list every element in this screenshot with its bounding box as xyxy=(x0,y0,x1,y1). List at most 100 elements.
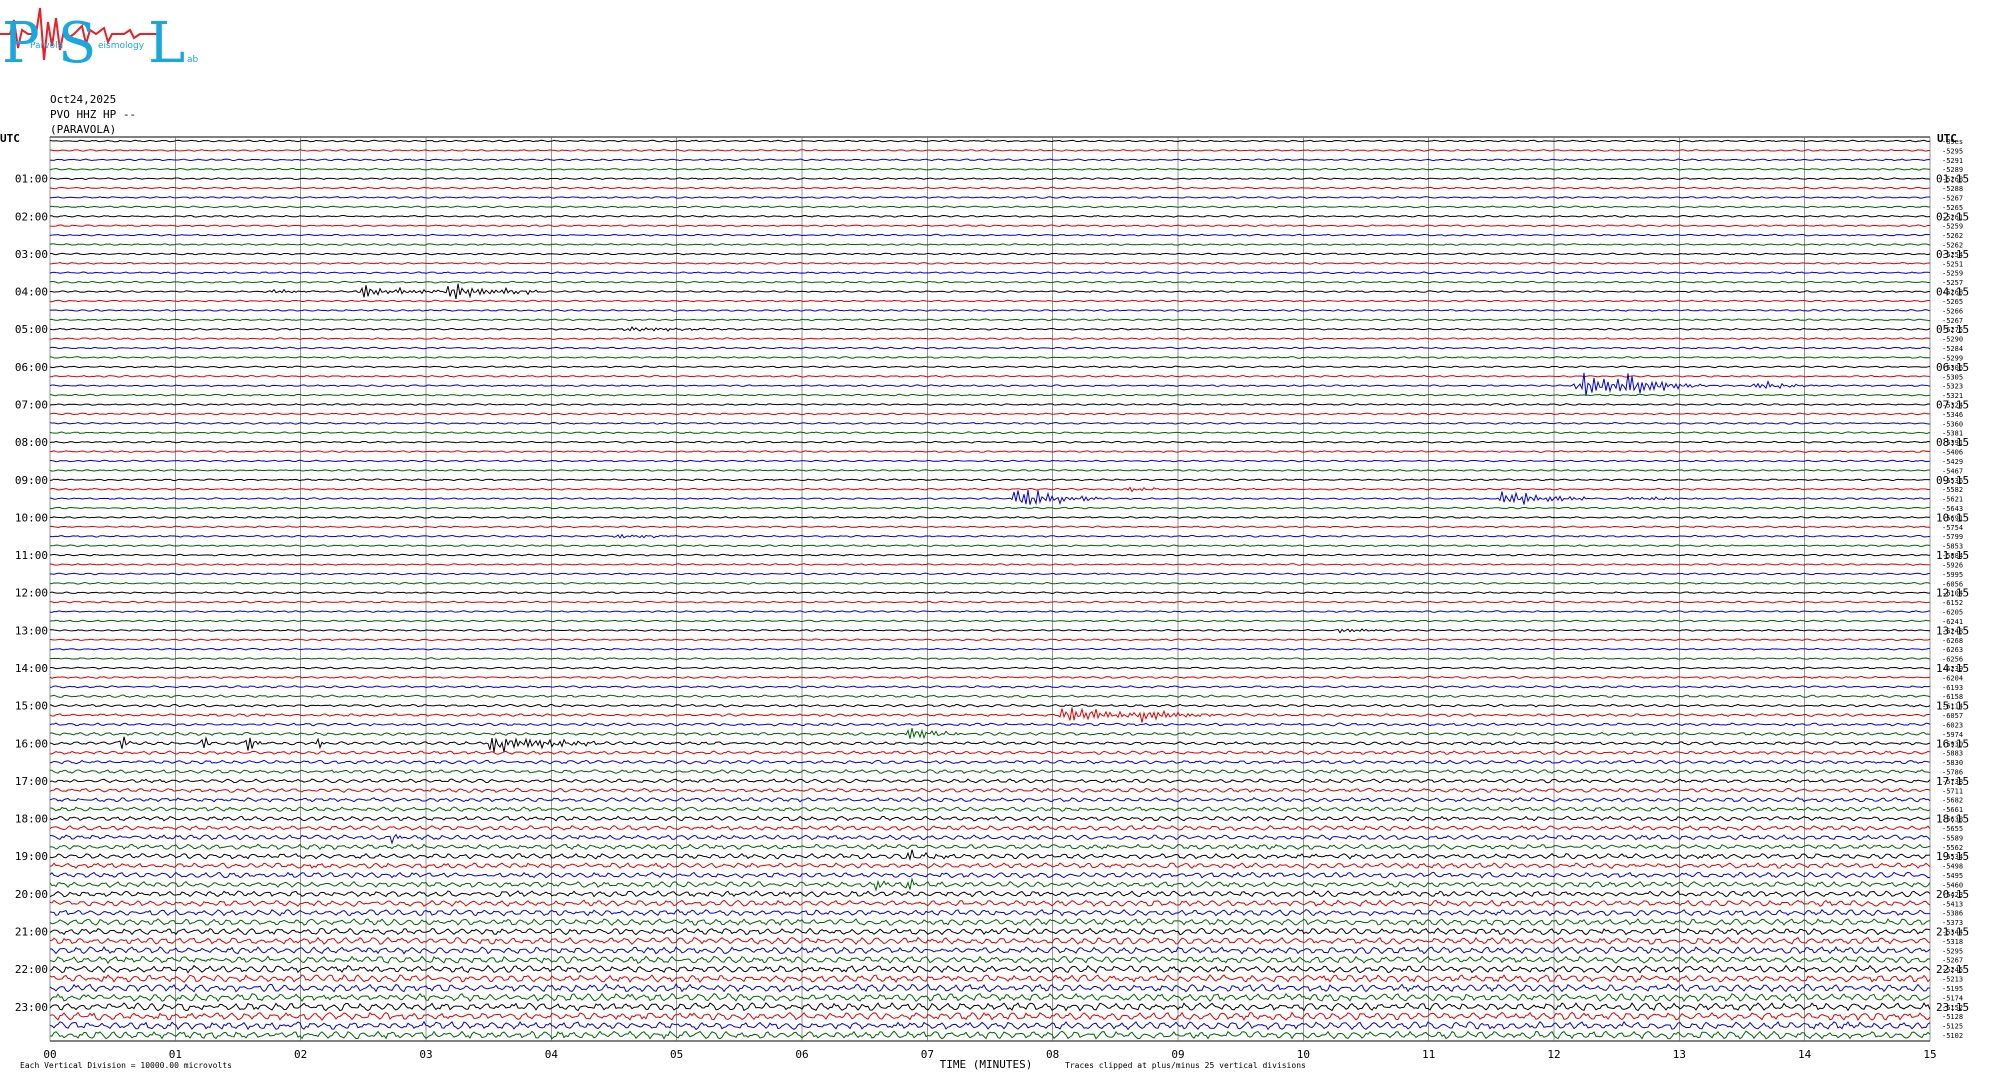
hour-label-right: 05:15 xyxy=(1936,323,1969,336)
header-date: Oct24,2025 xyxy=(50,93,117,106)
seismic-trace xyxy=(49,727,1931,740)
seismic-trace xyxy=(49,1020,1931,1031)
trace-offset-label: -5321 xyxy=(1942,392,1963,400)
trace-offset-label: -5711 xyxy=(1942,787,1963,795)
seismic-trace xyxy=(49,440,1931,444)
trace-offset-label: -5268 xyxy=(1942,176,1963,184)
trace-offset-label: -89es xyxy=(1942,138,1963,146)
x-tick-label: 01 xyxy=(169,1048,182,1061)
seismic-trace xyxy=(49,908,1931,917)
trace-offset-label: -5655 xyxy=(1942,825,1963,833)
seismic-trace xyxy=(49,759,1931,765)
scale-annotation: Each Vertical Division = 10000.00 microv… xyxy=(20,1061,232,1070)
trace-offset-label: -5288 xyxy=(1942,185,1963,193)
trace-offset-label: -5661 xyxy=(1942,806,1963,814)
trace-offset-label: -6268 xyxy=(1942,637,1963,645)
seismic-trace xyxy=(49,346,1931,350)
seismic-trace xyxy=(49,703,1931,708)
hour-label-right: 17:15 xyxy=(1936,775,1969,788)
logo-seismogram xyxy=(0,7,160,61)
hour-label-left: 19:00 xyxy=(15,850,48,863)
trace-offset-label: -5373 xyxy=(1942,919,1963,927)
seismic-trace xyxy=(49,412,1931,416)
seismic-trace xyxy=(49,833,1931,845)
hour-label-right: 16:15 xyxy=(1936,737,1969,750)
hour-label-right: 13:15 xyxy=(1936,624,1969,637)
seismic-trace xyxy=(49,205,1931,209)
hour-label-left: 21:00 xyxy=(15,925,48,938)
trace-offset-label: -5754 xyxy=(1942,524,1963,532)
trace-offset-label: -5691 xyxy=(1942,514,1963,522)
psl-logo: P S L Parvola eismology ab xyxy=(0,7,199,75)
trace-offset-label: -5174 xyxy=(1942,994,1963,1002)
seismic-trace xyxy=(49,356,1930,359)
trace-offset-label: -5245 xyxy=(1942,966,1963,974)
trace-offset-label: -5305 xyxy=(1942,373,1963,381)
logo-word-1: Parvola xyxy=(30,41,63,51)
seismic-trace xyxy=(49,309,1931,312)
seismic-trace xyxy=(49,1011,1931,1022)
x-tick-label: 09 xyxy=(1171,1048,1184,1061)
trace-offset-label: -6104 xyxy=(1942,590,1963,598)
seismic-trace xyxy=(49,233,1931,237)
seismic-trace xyxy=(49,675,1931,679)
seismic-trace xyxy=(49,694,1931,698)
left-axis-title: UTC xyxy=(0,132,20,145)
seismic-trace xyxy=(49,224,1931,228)
hour-label-left: 23:00 xyxy=(15,1001,48,1014)
trace-offset-label: -6256 xyxy=(1942,656,1963,664)
hour-label-left: 05:00 xyxy=(15,323,48,336)
trace-offset-label: -5324 xyxy=(1942,401,1963,409)
hour-label-left: 02:00 xyxy=(15,210,48,223)
trace-offset-label: -5267 xyxy=(1942,317,1963,325)
hour-label-left: 09:00 xyxy=(15,474,48,487)
x-tick-label: 00 xyxy=(43,1048,56,1061)
trace-offset-label: -5254 xyxy=(1942,251,1963,259)
hour-label-right: 18:15 xyxy=(1936,813,1969,826)
trace-offset-label: -5295 xyxy=(1942,147,1963,155)
seismic-trace xyxy=(49,525,1931,529)
trace-offset-label: -5318 xyxy=(1942,938,1963,946)
trace-offset-label: -5195 xyxy=(1942,985,1963,993)
trace-offset-label: -5290 xyxy=(1942,336,1963,344)
seismic-trace xyxy=(49,992,1931,1003)
trace-offset-label: -5786 xyxy=(1942,769,1963,777)
x-tick-label: 08 xyxy=(1046,1048,1059,1061)
trace-offset-label: -5682 xyxy=(1942,797,1963,805)
seismic-trace xyxy=(49,843,1931,851)
hour-label-right: 08:15 xyxy=(1936,436,1969,449)
logo-word-2: eismology xyxy=(98,41,145,51)
seismic-trace xyxy=(49,750,1931,755)
hour-label-left: 17:00 xyxy=(15,775,48,788)
trace-offset-label: -5266 xyxy=(1942,307,1963,315)
seismic-trace xyxy=(49,490,1931,506)
label-layer: -89es-5295-5291-5289-5268-5288-5267-5265… xyxy=(0,132,1969,1071)
seismic-trace xyxy=(49,685,1931,689)
seismic-trace xyxy=(49,393,1931,397)
seismic-trace xyxy=(49,797,1931,803)
hour-label-right: 11:15 xyxy=(1936,549,1969,562)
trace-offset-label: -6204 xyxy=(1942,674,1963,682)
seismic-trace xyxy=(49,167,1931,171)
trace-offset-label: -5423 xyxy=(1942,891,1963,899)
hour-label-left: 13:00 xyxy=(15,624,48,637)
seismic-trace xyxy=(49,486,1931,493)
seismic-trace xyxy=(49,337,1931,340)
hour-label-right: 15:15 xyxy=(1936,700,1969,713)
seismic-trace xyxy=(49,806,1931,812)
trace-offset-label: -5262 xyxy=(1942,232,1963,240)
seismic-trace xyxy=(49,325,1931,332)
seismic-trace xyxy=(49,533,1931,539)
seismic-trace xyxy=(49,1002,1931,1012)
hour-label-left: 01:00 xyxy=(15,173,48,186)
trace-offset-label: -5268 xyxy=(1942,289,1963,297)
hour-label-right: 02:15 xyxy=(1936,210,1969,223)
station-header: Oct24,2025 PVO HHZ HP -- (PARAVOLA) xyxy=(50,92,136,137)
trace-offset-label: -5306 xyxy=(1942,364,1963,372)
seismic-trace xyxy=(49,824,1931,831)
trace-offset-label: -5291 xyxy=(1942,157,1963,165)
trace-offset-label: -5830 xyxy=(1942,759,1963,767)
seismic-trace xyxy=(49,572,1931,576)
trace-offset-label: -5621 xyxy=(1942,496,1963,504)
